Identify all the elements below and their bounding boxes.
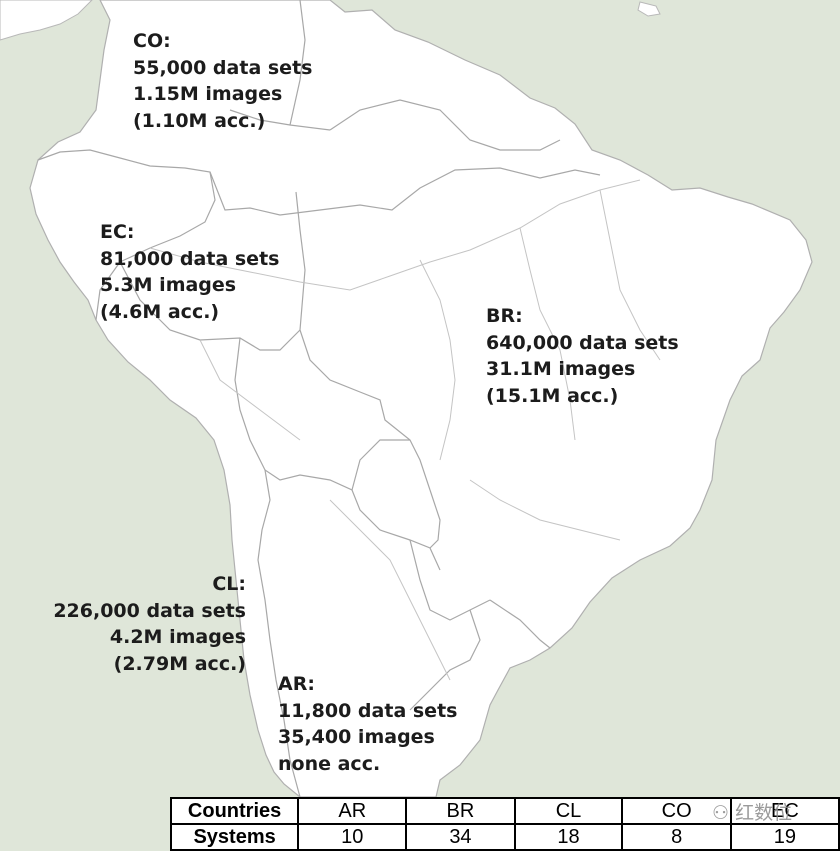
table-cell-country: AR — [297, 797, 408, 825]
region-datasets-ar: 11,800 data sets — [278, 699, 458, 722]
region-label-cl: CL: 226,000 data sets 4.2M images (2.79M… — [40, 571, 246, 677]
table-cell-country: CO — [621, 797, 732, 825]
region-code-ar: AR: — [278, 673, 315, 695]
country-borders — [37, 0, 601, 798]
table-header-systems: Systems — [169, 823, 300, 851]
region-images-br: 31.1M images — [486, 358, 636, 380]
region-accessible-br: (15.1M acc.) — [486, 384, 619, 407]
region-accessible-ar: none acc. — [278, 752, 381, 775]
region-code-br: BR: — [486, 305, 523, 327]
region-label-ec: EC: 81,000 data sets 5.3M images (4.6M a… — [100, 219, 279, 325]
region-datasets-ec: 81,000 data sets — [100, 247, 280, 270]
watermark: ⚇ 红数位 — [712, 798, 792, 825]
table-cell-systems: 19 — [729, 823, 840, 851]
region-label-co: CO: 55,000 data sets 1.15M images (1.10M… — [133, 28, 312, 134]
south-america-land — [29, 0, 813, 798]
region-datasets-cl: 226,000 data sets — [53, 599, 246, 622]
table-cell-systems: 34 — [405, 823, 516, 851]
region-code-cl: CL: — [212, 573, 246, 595]
region-code-ec: EC: — [100, 221, 135, 243]
table-header-countries: Countries — [169, 797, 300, 825]
region-images-ec: 5.3M images — [100, 274, 237, 296]
rivers — [149, 179, 661, 681]
region-code-co: CO: — [133, 30, 171, 52]
table-cell-systems: 8 — [621, 823, 732, 851]
region-label-br: BR: 640,000 data sets 31.1M images (15.1… — [486, 303, 679, 409]
table-cell-country: EC — [729, 797, 840, 825]
region-accessible-ec: (4.6M acc.) — [100, 300, 220, 323]
region-images-co: 1.15M images — [133, 83, 283, 105]
table-row-systems: Systems 10 34 18 8 19 — [169, 823, 840, 851]
table-cell-systems: 18 — [513, 823, 624, 851]
central-america-land — [0, 0, 93, 41]
region-accessible-cl: (2.79M acc.) — [113, 652, 246, 675]
region-datasets-co: 55,000 data sets — [133, 56, 313, 79]
watermark-text: 红数位 — [735, 802, 793, 824]
table-cell-country: CL — [513, 797, 624, 825]
region-accessible-co: (1.10M acc.) — [133, 109, 266, 132]
table-cell-country: BR — [405, 797, 516, 825]
wechat-icon: ⚇ — [712, 802, 730, 824]
table-row-countries: Countries AR BR CL CO EC — [169, 797, 840, 825]
caribbean-island — [637, 1, 661, 17]
region-datasets-br: 640,000 data sets — [486, 331, 679, 354]
table-cell-systems: 10 — [297, 823, 408, 851]
region-images-ar: 35,400 images — [278, 726, 435, 748]
region-images-cl: 4.2M images — [109, 626, 246, 648]
region-label-ar: AR: 11,800 data sets 35,400 images none … — [278, 671, 457, 777]
systems-table: Countries AR BR CL CO EC Systems 10 34 1… — [169, 797, 840, 851]
